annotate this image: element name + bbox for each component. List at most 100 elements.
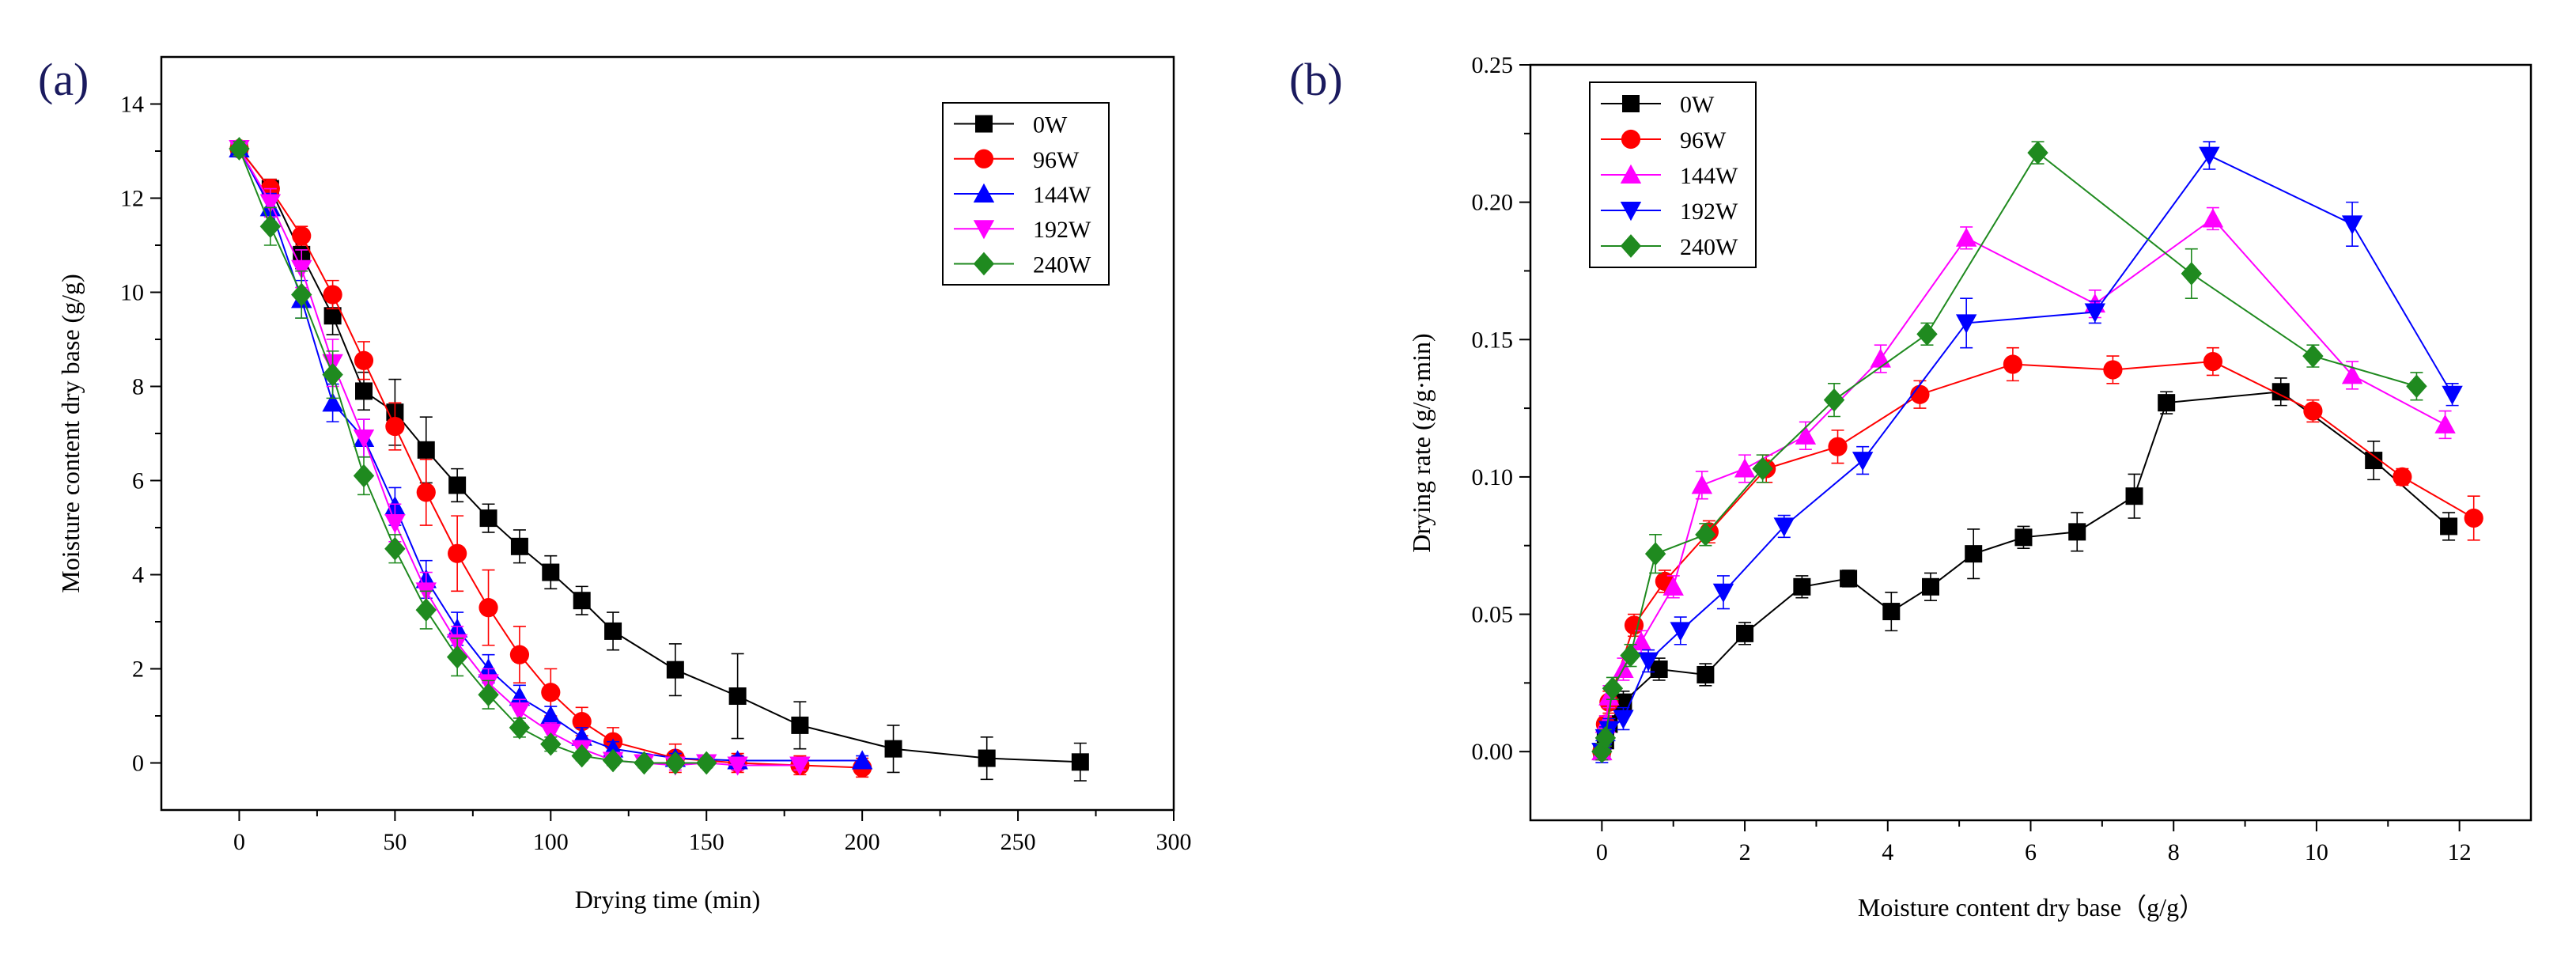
- data-point: [1828, 437, 1848, 456]
- data-point: [884, 740, 902, 758]
- data-point: [2202, 208, 2224, 228]
- data-point: [1691, 475, 1713, 494]
- series-0W: [230, 140, 1089, 782]
- x-tick-label: 300: [1156, 829, 1192, 855]
- legend-label: 96W: [1033, 147, 1080, 173]
- data-point: [1916, 322, 1938, 346]
- series-line: [238, 148, 707, 764]
- x-tick-label: 8: [2168, 839, 2180, 865]
- data-point: [2393, 467, 2412, 487]
- data-point: [2341, 365, 2363, 384]
- data-point: [727, 756, 748, 776]
- data-point: [448, 476, 467, 494]
- x-tick-label: 6: [2025, 839, 2037, 865]
- data-point: [1965, 545, 1983, 563]
- y-tick-label: 0.10: [1472, 464, 1514, 490]
- y-tick-label: 0.00: [1472, 739, 1514, 765]
- data-point: [664, 751, 687, 775]
- y-tick-label: 0.25: [1472, 52, 1514, 78]
- data-point: [2158, 394, 2176, 412]
- x-tick-label: 4: [1882, 839, 1893, 865]
- data-point: [1736, 624, 1754, 642]
- data-point: [2302, 344, 2324, 368]
- y-tick-label: 4: [132, 562, 144, 589]
- data-point: [2464, 508, 2483, 528]
- x-tick-label: 12: [2448, 839, 2472, 865]
- legend-label: 144W: [1680, 163, 1738, 189]
- data-point: [384, 514, 406, 534]
- data-point: [1620, 643, 1641, 668]
- data-point: [291, 259, 312, 279]
- data-point: [509, 645, 530, 664]
- data-point: [2203, 351, 2223, 372]
- data-point: [509, 702, 531, 722]
- data-point: [728, 687, 747, 706]
- data-point: [1922, 577, 1939, 596]
- chart-panel-a: (a) 0 50 100 150 200 250 300 0 2 4 6 8 10 12 14 Drying…: [38, 54, 1192, 914]
- legend-marker: [1620, 164, 1642, 184]
- legend-label: 0W: [1033, 112, 1068, 138]
- series-96W: [1592, 346, 2483, 762]
- data-point: [384, 536, 406, 561]
- data-point: [1840, 570, 1858, 588]
- data-point: [573, 592, 591, 610]
- data-point: [540, 732, 562, 756]
- data-point: [542, 563, 560, 581]
- y-axis-title-b: Drying rate (g/g·min): [1407, 333, 1436, 552]
- data-point: [2434, 414, 2456, 433]
- data-point: [323, 285, 342, 305]
- data-point: [2103, 360, 2123, 380]
- data-point: [385, 416, 405, 437]
- legend-marker: [1620, 202, 1642, 221]
- data-point: [510, 537, 528, 555]
- x-tick-label: 150: [689, 829, 724, 855]
- data-point: [2303, 401, 2323, 421]
- data-point: [1594, 725, 1617, 750]
- chart-panel-b: (b) 0 2 4 6 8 10 12 0.00 0.05 0.10 0.15 0.20 0.25 Mo…: [1289, 52, 2532, 922]
- data-point: [1955, 227, 1977, 247]
- x-axis-title-b: Moisture content dry base（g/g）: [1858, 893, 2204, 922]
- data-point: [291, 282, 312, 307]
- data-point: [416, 483, 436, 502]
- data-point: [354, 350, 374, 370]
- data-point: [479, 509, 497, 528]
- data-point: [355, 382, 373, 400]
- legend-label: 240W: [1033, 252, 1091, 278]
- data-point: [1644, 542, 1666, 566]
- data-point: [1695, 522, 1716, 547]
- y-tick-label: 0: [132, 751, 144, 777]
- data-point: [789, 756, 811, 776]
- series-240W: [229, 137, 717, 775]
- x-tick-label: 0: [1596, 839, 1608, 865]
- axis-ticks-a: 0 50 100 150 200 250 300 0 2 4 6 8 10 12 14: [120, 92, 1192, 856]
- y-tick-label: 8: [132, 374, 144, 400]
- data-point: [2014, 528, 2033, 547]
- data-point: [1773, 517, 1795, 537]
- data-point: [292, 226, 312, 246]
- panel-label-b: (b): [1289, 54, 1343, 105]
- panel-label-a: (a): [38, 54, 89, 105]
- data-point: [1662, 576, 1684, 596]
- x-axis-title-a: Drying time (min): [575, 885, 761, 914]
- data-point: [1630, 631, 1652, 651]
- data-point: [2406, 374, 2427, 399]
- data-point: [1637, 652, 1659, 672]
- data-point: [791, 716, 809, 734]
- data-point: [509, 716, 531, 740]
- legend-label: 0W: [1680, 92, 1715, 118]
- y-tick-label: 12: [120, 186, 144, 212]
- data-point: [851, 750, 873, 770]
- y-tick-label: 6: [132, 468, 144, 494]
- series-line: [1601, 361, 2475, 752]
- data-point: [479, 598, 498, 618]
- data-point: [978, 749, 996, 767]
- data-point: [1870, 348, 1891, 368]
- data-point: [1823, 388, 1845, 412]
- data-point: [353, 429, 375, 449]
- data-point: [478, 683, 499, 707]
- series-layer-a: [229, 137, 1089, 782]
- data-point: [353, 464, 375, 488]
- data-point: [1071, 753, 1089, 771]
- data-point: [2027, 141, 2048, 165]
- legend-marker: [974, 149, 994, 168]
